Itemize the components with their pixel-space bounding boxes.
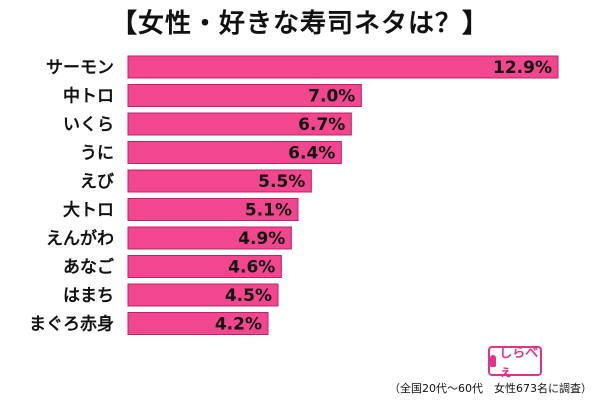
- category-label: あなご: [63, 257, 115, 278]
- category-label: はまち: [63, 286, 114, 306]
- bar-chart: サーモン 12.9% 中トロ 7.0% いくら 6.7% うに 6.4% えび 5.5% 大トロ 5.…: [29, 55, 559, 335]
- logo: しらべぇ: [488, 346, 542, 380]
- value-label: 5.5%: [258, 172, 305, 192]
- value-label: 5.1%: [245, 201, 292, 221]
- value-label: 12.9%: [493, 58, 552, 78]
- category-label: 大トロ: [63, 200, 114, 221]
- bar: [127, 112, 352, 136]
- bar: [127, 141, 342, 164]
- logo-text: しらべぇ: [499, 346, 539, 380]
- category-label: えび: [80, 172, 114, 192]
- value-label: 4.6%: [228, 258, 275, 278]
- bar: [127, 255, 282, 278]
- category-label: まぐろ赤身: [29, 314, 114, 335]
- value-label: 6.4%: [288, 144, 335, 164]
- bar: [127, 169, 312, 193]
- category-label: うに: [80, 144, 114, 164]
- bar: [127, 198, 299, 221]
- bar: [127, 283, 279, 307]
- chart-title: 【女性・好きな寿司ネタは？】: [110, 9, 489, 39]
- bar: [127, 226, 292, 250]
- value-label: 4.5%: [225, 286, 272, 306]
- bar: [127, 55, 559, 79]
- category-label: えんがわ: [46, 228, 114, 249]
- value-label: 6.7%: [298, 115, 345, 135]
- bar: [127, 312, 269, 335]
- pot-icon: [490, 355, 497, 367]
- value-label: 4.9%: [238, 229, 285, 249]
- survey-note: （全国20代〜60代 女性673名に調査）: [389, 382, 592, 395]
- category-label: 中トロ: [63, 86, 114, 107]
- category-label: いくら: [63, 115, 114, 135]
- bar: [127, 84, 362, 107]
- value-label: 4.2%: [215, 315, 262, 335]
- value-label: 7.0%: [308, 87, 355, 107]
- category-label: サーモン: [46, 58, 114, 78]
